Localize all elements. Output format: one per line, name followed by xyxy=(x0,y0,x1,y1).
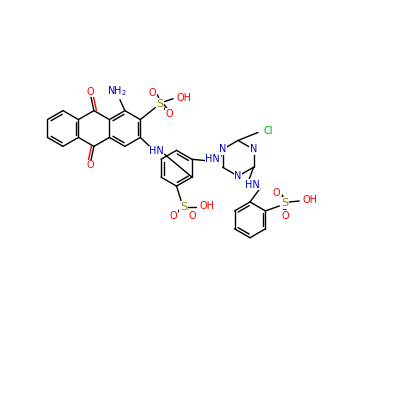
Text: N: N xyxy=(234,171,242,181)
Text: S: S xyxy=(281,198,288,208)
Text: O: O xyxy=(148,88,156,98)
Text: O: O xyxy=(282,211,289,221)
Text: OH: OH xyxy=(176,93,191,103)
Text: O: O xyxy=(86,160,94,170)
Text: O: O xyxy=(86,87,94,97)
Text: O: O xyxy=(165,109,173,119)
Text: O: O xyxy=(188,211,196,221)
Text: O: O xyxy=(272,188,280,198)
Text: Cl: Cl xyxy=(264,126,274,136)
Text: N: N xyxy=(219,144,226,154)
Text: N: N xyxy=(250,144,257,154)
Text: HN: HN xyxy=(205,154,220,164)
Text: NH$_2$: NH$_2$ xyxy=(107,84,127,98)
Text: HN: HN xyxy=(244,180,259,190)
Text: OH: OH xyxy=(199,201,214,211)
Text: HN: HN xyxy=(149,146,164,156)
Text: S: S xyxy=(157,99,164,109)
Text: O: O xyxy=(170,211,177,221)
Text: OH: OH xyxy=(302,195,317,205)
Text: S: S xyxy=(180,202,187,212)
